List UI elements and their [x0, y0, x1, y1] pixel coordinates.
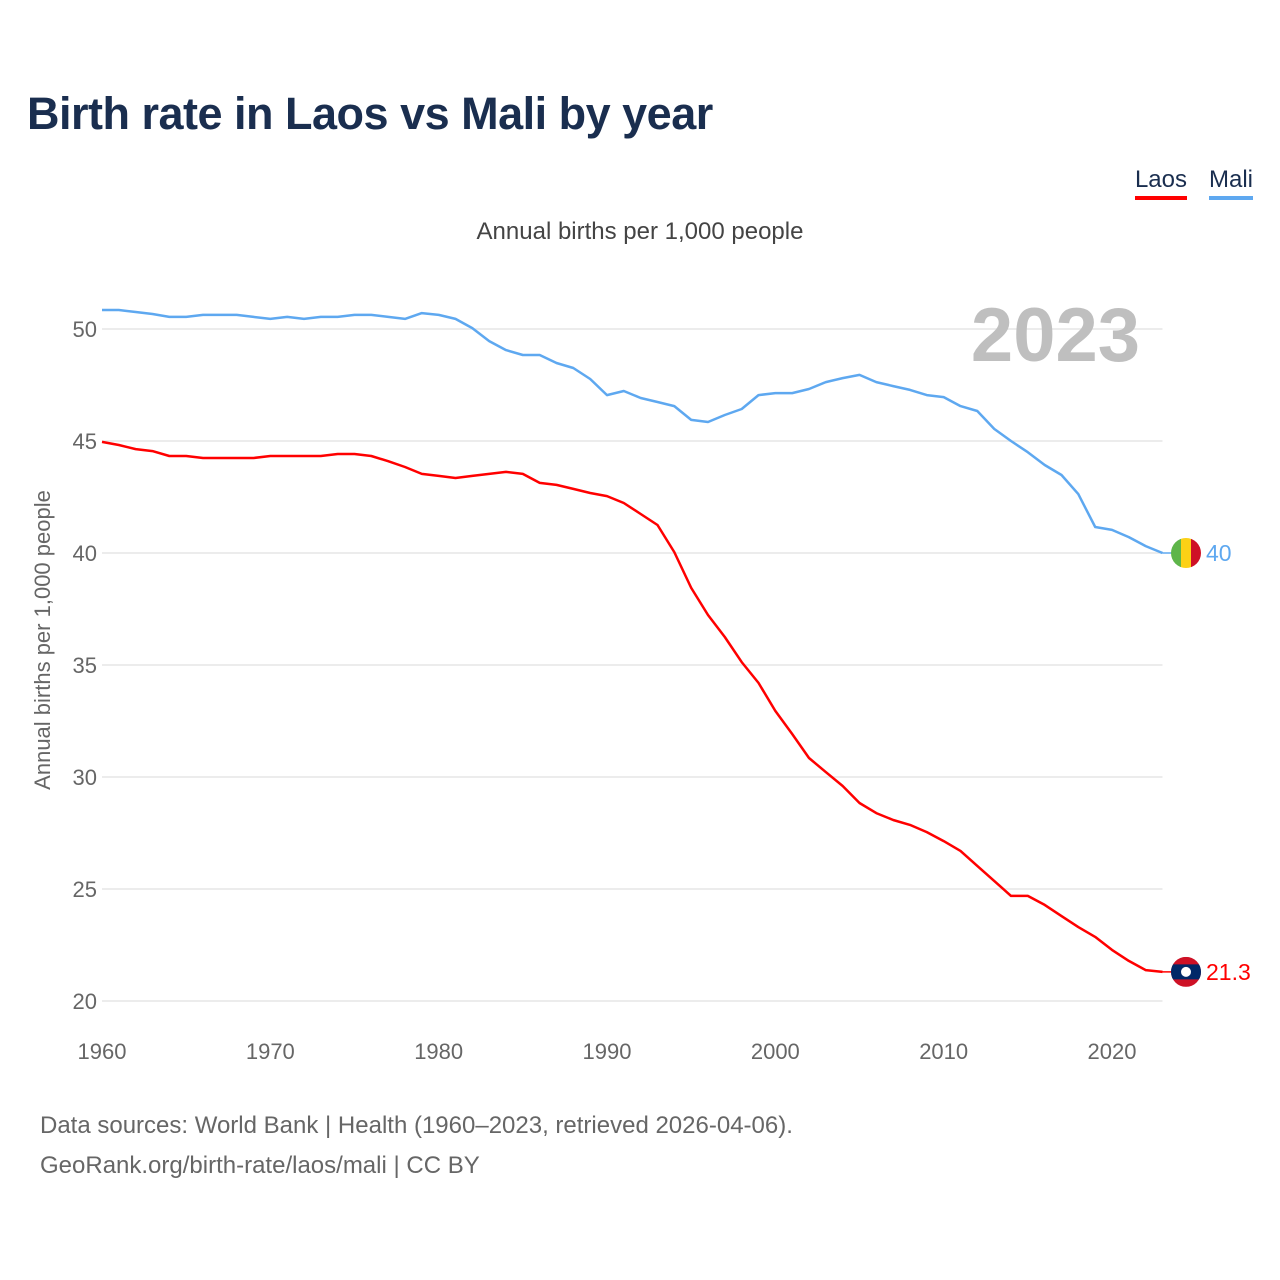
- x-tick-label: 1990: [583, 1039, 632, 1064]
- legend-item-laos[interactable]: Laos: [1134, 166, 1187, 200]
- footer: Data sources: World Bank | Health (1960–…: [40, 1106, 793, 1186]
- chart-title: Birth rate in Laos vs Mali by year: [27, 88, 713, 139]
- y-tick-label: 50: [73, 317, 97, 342]
- series-line-mali: [102, 308, 1163, 555]
- legend: Laos Mali: [1134, 166, 1253, 200]
- y-tick-label: 35: [73, 653, 97, 678]
- y-tick-label: 20: [73, 989, 97, 1014]
- source-link[interactable]: GeoRank.org/birth-rate/laos/mali | CC BY: [40, 1152, 480, 1179]
- y-tick-label: 45: [73, 429, 97, 454]
- legend-item-mali[interactable]: Mali: [1208, 166, 1253, 200]
- chart-subtitle: Annual births per 1,000 people: [476, 218, 804, 245]
- y-tick-label: 25: [73, 877, 97, 902]
- laos-flag-icon: [1171, 956, 1201, 987]
- end-value-label-mali: 40: [1206, 540, 1232, 566]
- y-tick-label: 30: [73, 765, 97, 790]
- x-tick-label: 2010: [919, 1039, 968, 1064]
- mali-flag-icon: [1171, 538, 1201, 568]
- x-tick-label: 1980: [414, 1039, 463, 1064]
- series-line-laos: [101, 440, 1163, 974]
- year-watermark: 2023: [971, 293, 1140, 378]
- x-tick-label: 2020: [1088, 1039, 1137, 1064]
- x-tick-label: 1960: [78, 1039, 127, 1064]
- y-tick-label: 40: [73, 541, 97, 566]
- x-tick-label: 2000: [751, 1039, 800, 1064]
- x-tick-label: 1970: [246, 1039, 295, 1064]
- y-axis-label: Annual births per 1,000 people: [30, 490, 55, 790]
- data-source: Data sources: World Bank | Health (1960–…: [40, 1112, 793, 1139]
- end-value-label-laos: 21.3: [1206, 959, 1251, 985]
